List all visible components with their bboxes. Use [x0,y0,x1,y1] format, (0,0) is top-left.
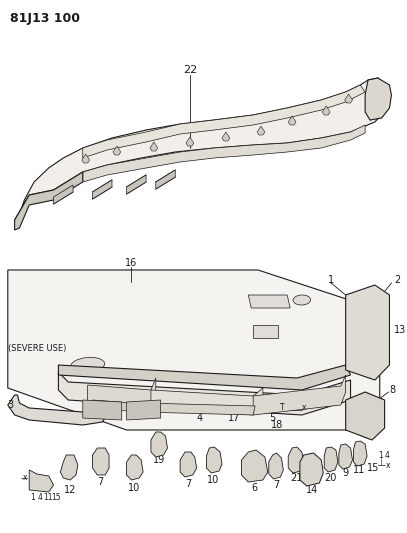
Polygon shape [370,78,389,115]
Polygon shape [156,170,175,189]
Polygon shape [83,85,365,158]
Text: 1: 1 [379,450,383,459]
Text: 15: 15 [52,494,61,503]
Polygon shape [83,125,365,182]
Polygon shape [15,172,83,230]
Text: 7: 7 [185,479,191,489]
Text: T: T [280,403,284,413]
Polygon shape [59,365,350,390]
Polygon shape [324,447,338,472]
Text: (SEVERE USE): (SEVERE USE) [8,343,66,352]
Polygon shape [8,395,107,425]
Polygon shape [288,447,304,473]
Text: 19: 19 [153,455,165,465]
Polygon shape [83,400,122,420]
Polygon shape [339,444,352,469]
Polygon shape [206,447,222,473]
Polygon shape [113,146,121,155]
Text: 17: 17 [228,413,240,423]
Polygon shape [322,106,330,115]
Text: 14: 14 [306,485,318,495]
Text: x: x [385,461,390,470]
Polygon shape [180,452,197,477]
Polygon shape [127,400,161,420]
Polygon shape [353,441,367,466]
Text: 22: 22 [183,65,197,75]
Polygon shape [150,142,158,151]
Text: 4: 4 [197,413,203,423]
Ellipse shape [293,295,311,305]
Text: 8: 8 [389,385,396,395]
Text: 4: 4 [37,494,42,503]
Text: 11: 11 [43,494,53,503]
Text: 16: 16 [125,258,138,268]
Polygon shape [151,432,167,457]
Ellipse shape [71,357,105,373]
Polygon shape [241,450,268,482]
Polygon shape [60,455,78,480]
Text: 11: 11 [353,465,365,475]
Text: 10: 10 [207,475,219,485]
Polygon shape [88,400,146,412]
Polygon shape [248,295,290,308]
Polygon shape [288,116,296,125]
Polygon shape [54,185,73,204]
Polygon shape [127,175,146,194]
Polygon shape [253,375,346,415]
Polygon shape [253,325,278,338]
Polygon shape [186,137,194,146]
Text: 13: 13 [394,325,407,335]
Polygon shape [141,403,255,415]
Polygon shape [346,285,389,380]
Polygon shape [151,388,263,415]
Polygon shape [257,126,265,135]
Text: 21: 21 [290,473,302,483]
Text: 12: 12 [64,485,76,495]
Text: 5: 5 [269,413,276,423]
Polygon shape [127,455,143,480]
Text: 1: 1 [328,275,334,285]
Polygon shape [15,78,389,220]
Polygon shape [222,132,230,141]
Polygon shape [300,453,323,486]
Text: 6: 6 [251,483,257,493]
Polygon shape [92,448,109,475]
Text: 9: 9 [343,468,349,478]
Text: 81J13 100: 81J13 100 [10,12,80,25]
Text: 3: 3 [8,400,14,410]
Text: 4: 4 [385,450,390,459]
Polygon shape [29,470,54,492]
Polygon shape [8,270,380,430]
Polygon shape [59,372,350,415]
Text: 10: 10 [128,483,140,493]
Polygon shape [365,78,392,120]
Text: x: x [302,403,306,413]
Text: 18: 18 [271,420,284,430]
Text: 2: 2 [394,275,400,285]
Polygon shape [88,378,156,408]
Polygon shape [345,94,352,103]
Polygon shape [346,392,385,440]
Text: 7: 7 [274,480,280,490]
Polygon shape [269,453,283,479]
Text: x: x [23,473,27,482]
Text: 1: 1 [30,494,35,503]
Polygon shape [82,154,90,163]
Text: 15: 15 [367,463,379,473]
Polygon shape [92,180,112,199]
Text: 20: 20 [324,473,336,483]
Text: 7: 7 [97,477,103,487]
